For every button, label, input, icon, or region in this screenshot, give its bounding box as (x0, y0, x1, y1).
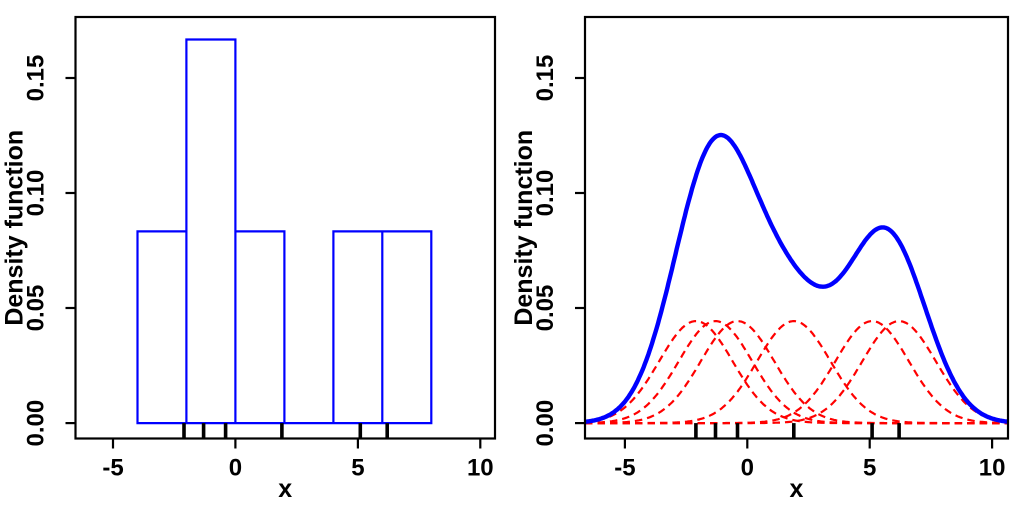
x-tick-label: 10 (979, 455, 1006, 482)
kernel-component-curve (585, 320, 1008, 425)
y-tick-label: 0.15 (532, 55, 559, 102)
x-tick-label: 0 (229, 455, 242, 482)
y-tick-label: 0.10 (532, 170, 559, 217)
x-tick-label: 5 (351, 455, 364, 482)
x-axis-title: x (278, 475, 292, 503)
y-tick-label: 0.10 (23, 170, 50, 217)
y-tick-label: 0.15 (23, 55, 50, 102)
x-tick-label: 5 (863, 455, 876, 482)
histogram-bars (136, 38, 433, 425)
kde-panel: -5 0 5 10 0.00 0.05 0.10 0.15 x Density function (510, 15, 1010, 503)
y-tick-label: 0.00 (23, 400, 50, 447)
histogram-panel: -5 0 5 10 0.00 0.05 0.10 0.15 x Density function (1, 15, 497, 503)
y-tick-label: 0.05 (532, 285, 559, 332)
plot-frame (583, 15, 1010, 440)
x-tick-label: 10 (467, 455, 494, 482)
kernel-component-curve (585, 320, 1008, 425)
x-tick-label: -5 (614, 455, 635, 482)
y-tick-label: 0.00 (532, 400, 559, 447)
kde-curve (585, 132, 1008, 424)
kernel-component-curve (585, 320, 1008, 425)
x-tick-label: -5 (102, 455, 123, 482)
kernel-component-curve (585, 320, 1008, 425)
y-axis-title: Density function (510, 130, 538, 326)
y-axis-title: Density function (1, 130, 29, 326)
x-axis-title: x (790, 475, 804, 503)
y-tick-label: 0.05 (23, 285, 50, 332)
kernel-component-curve (585, 320, 1008, 425)
x-tick-label: 0 (741, 455, 754, 482)
kernel-component-curve (585, 320, 1008, 425)
plot-frame (74, 15, 497, 440)
